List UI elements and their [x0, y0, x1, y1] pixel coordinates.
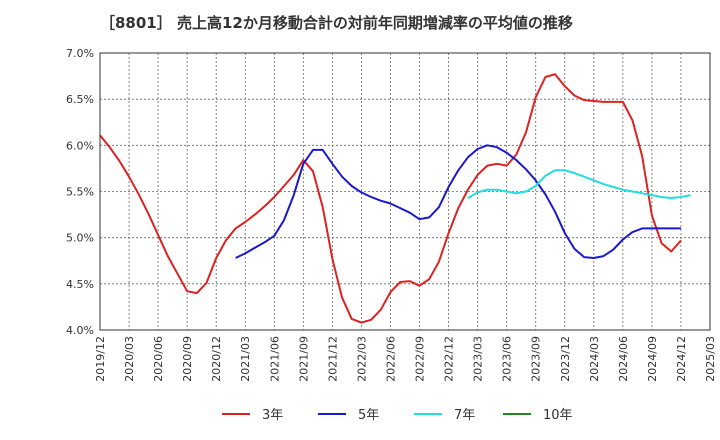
- x-tick-label: 2023/06: [501, 336, 514, 382]
- x-tick-label: 2022/12: [443, 336, 456, 382]
- x-tick-label: 2025/03: [704, 336, 717, 382]
- x-tick-label: 2022/06: [384, 336, 397, 382]
- x-tick-label: 2024/12: [675, 336, 688, 382]
- y-tick-label: 4.5%: [66, 278, 94, 291]
- x-tick-label: 2020/09: [181, 336, 194, 382]
- x-tick-label: 2021/12: [326, 336, 339, 382]
- x-tick-label: 2024/03: [588, 336, 601, 382]
- y-tick-label: 6.5%: [66, 93, 94, 106]
- series-line-0: [99, 73, 682, 324]
- x-tick-label: 2020/12: [210, 336, 223, 382]
- series-lines: [99, 73, 691, 324]
- x-tick-label: 2021/09: [297, 336, 310, 382]
- y-tick-label: 6.0%: [66, 139, 94, 152]
- y-tick-label: 7.0%: [66, 47, 94, 60]
- x-tick-label: 2022/03: [355, 336, 368, 382]
- x-tick-label: 2020/03: [123, 336, 136, 382]
- x-tick-label: 2019/12: [94, 336, 107, 382]
- x-tick-label: 2024/09: [646, 336, 659, 382]
- plot-frame: [99, 52, 711, 331]
- y-axis: 4.0% 4.5% 5.0% 5.5% 6.0% 6.5% 7.0%: [66, 47, 94, 337]
- x-tick-label: 2023/03: [472, 336, 485, 382]
- legend-label: 7年: [454, 408, 475, 423]
- y-tick-label: 4.0%: [66, 324, 94, 337]
- x-tick-label: 2022/09: [414, 336, 427, 382]
- grid: [100, 53, 710, 330]
- legend-label: 3年: [262, 408, 283, 423]
- y-tick-label: 5.0%: [66, 232, 94, 245]
- legend: 3年 5年 7年 10年: [222, 408, 573, 423]
- legend-label: 10年: [543, 408, 573, 423]
- series-line-2: [467, 169, 691, 199]
- x-tick-label: 2023/09: [530, 336, 543, 382]
- x-axis: 2019/12 2020/03 2020/06 2020/09 2020/12 2021/…: [94, 336, 717, 382]
- y-tick-label: 5.5%: [66, 186, 94, 199]
- x-tick-label: 2021/06: [268, 336, 281, 382]
- chart-title: ［8801］ 売上高12か月移動合計の対前年同期増減率の平均値の推移: [100, 14, 573, 32]
- x-tick-label: 2021/03: [239, 336, 252, 382]
- legend-label: 5年: [358, 408, 379, 423]
- x-tick-label: 2023/12: [559, 336, 572, 382]
- x-tick-label: 2024/06: [617, 336, 630, 382]
- x-tick-label: 2020/06: [152, 336, 165, 382]
- series-line-1: [235, 144, 681, 259]
